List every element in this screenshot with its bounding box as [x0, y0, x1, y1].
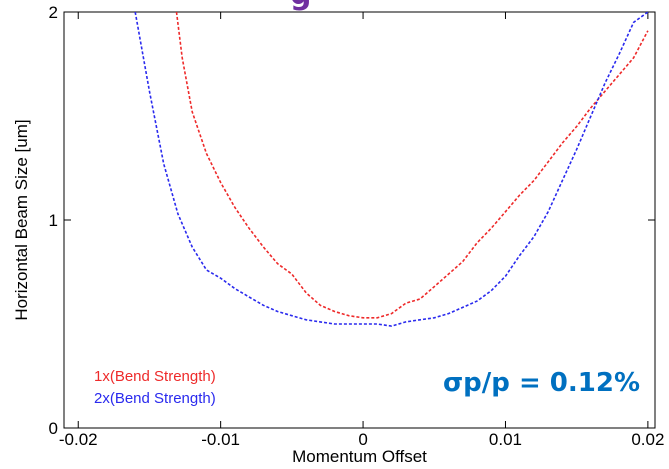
- sigma-annotation: σp/p = 0.12%: [443, 368, 640, 398]
- y-axis-label: Horizontal Beam Size [um]: [12, 119, 31, 320]
- y-tick-label: 0: [49, 419, 58, 438]
- y-tick-label: 2: [49, 3, 58, 22]
- series-line-2: [134, 12, 649, 327]
- plot-area-frame: [63, 11, 656, 429]
- x-tick-label: -0.01: [201, 430, 240, 449]
- x-tick-label: -0.02: [59, 430, 98, 449]
- x-tick-label: 0.02: [631, 430, 664, 449]
- x-axis-label: Momentum Offset: [292, 447, 427, 466]
- x-tick-label: 0.01: [489, 430, 522, 449]
- legend-entry-1: 1x(Bend Strength): [94, 368, 216, 385]
- chart-title-fragment: g: [290, 0, 311, 12]
- x-tick-label: 0: [358, 430, 367, 449]
- legend-entry-2: 2x(Bend Strength): [94, 390, 216, 407]
- series-line-1: [175, 12, 649, 319]
- y-tick-label: 1: [49, 211, 58, 230]
- legend: 1x(Bend Strength) 2x(Bend Strength): [94, 368, 216, 407]
